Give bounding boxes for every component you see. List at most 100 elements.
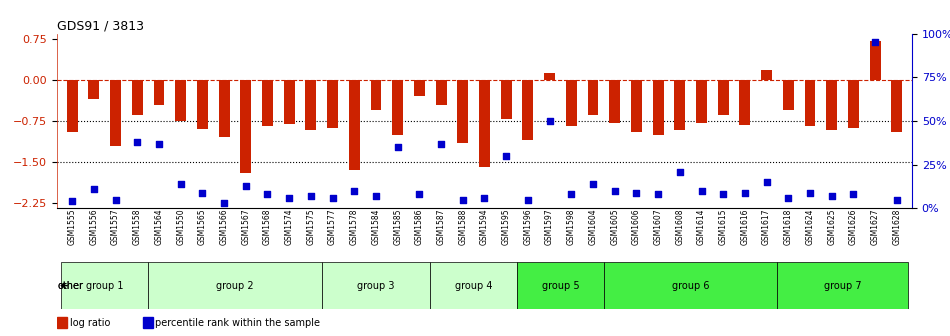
Text: GSM1585: GSM1585 [393,208,402,245]
Bar [674,80,685,130]
Point [260,192,276,197]
Bar [349,80,360,170]
Text: GDS91 / 3813: GDS91 / 3813 [57,19,144,33]
Text: GSM1578: GSM1578 [350,208,359,245]
Bar [631,80,642,132]
Bar [66,80,78,132]
Text: GSM1587: GSM1587 [437,208,446,245]
Text: GSM1574: GSM1574 [285,208,294,245]
Bar [848,80,859,128]
Text: GSM1555: GSM1555 [67,208,77,245]
Bar [522,80,533,140]
Text: log ratio: log ratio [70,318,110,328]
Bar [457,80,468,143]
FancyBboxPatch shape [430,262,517,309]
Text: GSM1625: GSM1625 [827,208,836,245]
Bar [805,80,815,126]
Point [303,194,318,199]
Point [325,195,340,201]
Point [673,169,688,174]
Text: group 5: group 5 [542,281,580,291]
Text: GSM1598: GSM1598 [567,208,576,245]
Text: GSM1594: GSM1594 [480,208,489,245]
Bar [197,80,208,129]
Text: other: other [57,281,84,291]
Text: percentile rank within the sample: percentile rank within the sample [155,318,320,328]
Bar [154,80,164,104]
Bar [891,80,902,132]
Text: GSM1564: GSM1564 [155,208,163,245]
Point [477,195,492,201]
Point [824,194,839,199]
Bar [566,80,577,126]
Bar [132,80,142,116]
Text: GSM1584: GSM1584 [371,208,381,245]
Text: GSM1605: GSM1605 [610,208,619,245]
Bar [88,80,100,99]
Point [629,190,644,195]
Point [585,181,600,186]
Bar [609,80,620,123]
Bar [783,80,794,110]
Point [694,188,709,194]
Point [781,195,796,201]
Text: GSM1556: GSM1556 [89,208,99,245]
Point [542,118,558,124]
Bar [262,80,273,126]
Text: GSM1577: GSM1577 [328,208,337,245]
Point [151,141,166,146]
Bar [869,41,881,80]
Bar [739,80,750,125]
Bar [370,80,381,110]
Point [737,190,752,195]
Point [846,192,861,197]
Point [86,186,102,192]
FancyBboxPatch shape [322,262,430,309]
Bar [501,80,512,119]
Bar [436,80,446,104]
Text: GSM1597: GSM1597 [545,208,554,245]
Text: group 7: group 7 [824,281,862,291]
Point [195,190,210,195]
Text: GSM1627: GSM1627 [870,208,880,245]
Point [889,197,904,202]
Point [369,194,384,199]
Text: group 3: group 3 [357,281,395,291]
Text: GSM1566: GSM1566 [219,208,229,245]
Point [217,200,232,206]
Bar [479,80,490,167]
Point [803,190,818,195]
Bar [761,70,772,80]
Text: GSM1607: GSM1607 [654,208,662,245]
Text: GSM1550: GSM1550 [176,208,185,245]
Point [563,192,579,197]
Bar [696,80,707,123]
Point [867,40,883,45]
Bar [826,80,837,130]
Text: group 4: group 4 [455,281,492,291]
Point [65,199,80,204]
Text: GSM1567: GSM1567 [241,208,250,245]
FancyBboxPatch shape [517,262,604,309]
Point [455,197,470,202]
Text: GSM1618: GSM1618 [784,208,793,245]
Bar [175,80,186,121]
Text: GSM1608: GSM1608 [675,208,684,245]
Point [607,188,622,194]
Text: GSM1595: GSM1595 [502,208,511,245]
Point [651,192,666,197]
Point [433,141,448,146]
Text: GSM1614: GSM1614 [697,208,706,245]
Point [499,153,514,159]
Text: GSM1628: GSM1628 [892,208,902,245]
Point [173,181,188,186]
Text: GSM1586: GSM1586 [415,208,424,245]
Point [715,192,731,197]
Text: GSM1557: GSM1557 [111,208,120,245]
Point [759,179,774,185]
Text: GSM1565: GSM1565 [198,208,207,245]
Point [411,192,427,197]
Bar [414,80,425,96]
Bar [57,317,67,328]
Text: GSM1558: GSM1558 [133,208,142,245]
